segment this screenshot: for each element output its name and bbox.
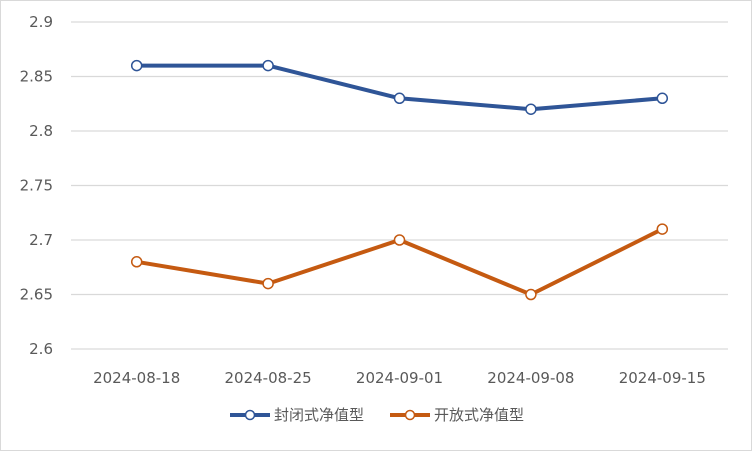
line-chart: 2.92.852.82.752.72.652.6 2024-08-18 2024-… bbox=[20, 13, 728, 387]
y-tick-label: 2.75 bbox=[20, 177, 53, 195]
data-point-marker[interactable] bbox=[262, 59, 274, 72]
data-point-marker[interactable] bbox=[130, 59, 143, 72]
data-point-marker[interactable] bbox=[525, 103, 537, 115]
legend-item-open[interactable]: 开放式净值型 bbox=[388, 404, 524, 425]
y-tick-label: 2.85 bbox=[20, 68, 53, 86]
legend-label: 开放式净值型 bbox=[434, 406, 525, 424]
gridlines bbox=[71, 21, 728, 350]
data-point-marker[interactable] bbox=[130, 256, 143, 268]
data-point-marker[interactable] bbox=[393, 234, 406, 246]
y-tick-label: 2.6 bbox=[29, 340, 53, 358]
legend-item-closed[interactable]: 封闭式净值型 bbox=[228, 404, 364, 425]
legend-label: 封闭式净值型 bbox=[273, 406, 364, 424]
y-tick-label: 2.7 bbox=[29, 231, 53, 249]
x-axis-labels: 2024-08-18 2024-08-25 2024-09-01 2024-09-08… bbox=[93, 369, 706, 387]
x-tick-label: 2024-09-01 bbox=[356, 369, 443, 387]
x-tick-label: 2024-09-08 bbox=[487, 369, 574, 387]
data-point-marker[interactable] bbox=[656, 223, 669, 235]
x-tick-label: 2024-08-18 bbox=[93, 369, 180, 387]
data-point-marker[interactable] bbox=[656, 92, 669, 105]
x-tick-label: 2024-08-25 bbox=[225, 369, 312, 387]
legend: 封闭式净值型 开放式净值型 bbox=[0, 404, 752, 425]
legend-line-marker-icon bbox=[390, 409, 430, 420]
x-tick-label: 2024-09-15 bbox=[619, 369, 706, 387]
data-point-marker[interactable] bbox=[393, 92, 406, 105]
data-point-marker[interactable] bbox=[262, 277, 274, 290]
y-tick-label: 2.9 bbox=[29, 13, 53, 31]
y-tick-label: 2.65 bbox=[20, 286, 53, 304]
y-tick-label: 2.8 bbox=[29, 122, 53, 140]
data-point-marker[interactable] bbox=[525, 288, 537, 301]
y-axis-labels: 2.9 2.85 2.8 2.75 2.7 2.65 2.6 bbox=[20, 13, 53, 358]
series-lines bbox=[130, 59, 669, 301]
legend-line-marker-icon bbox=[229, 409, 270, 420]
